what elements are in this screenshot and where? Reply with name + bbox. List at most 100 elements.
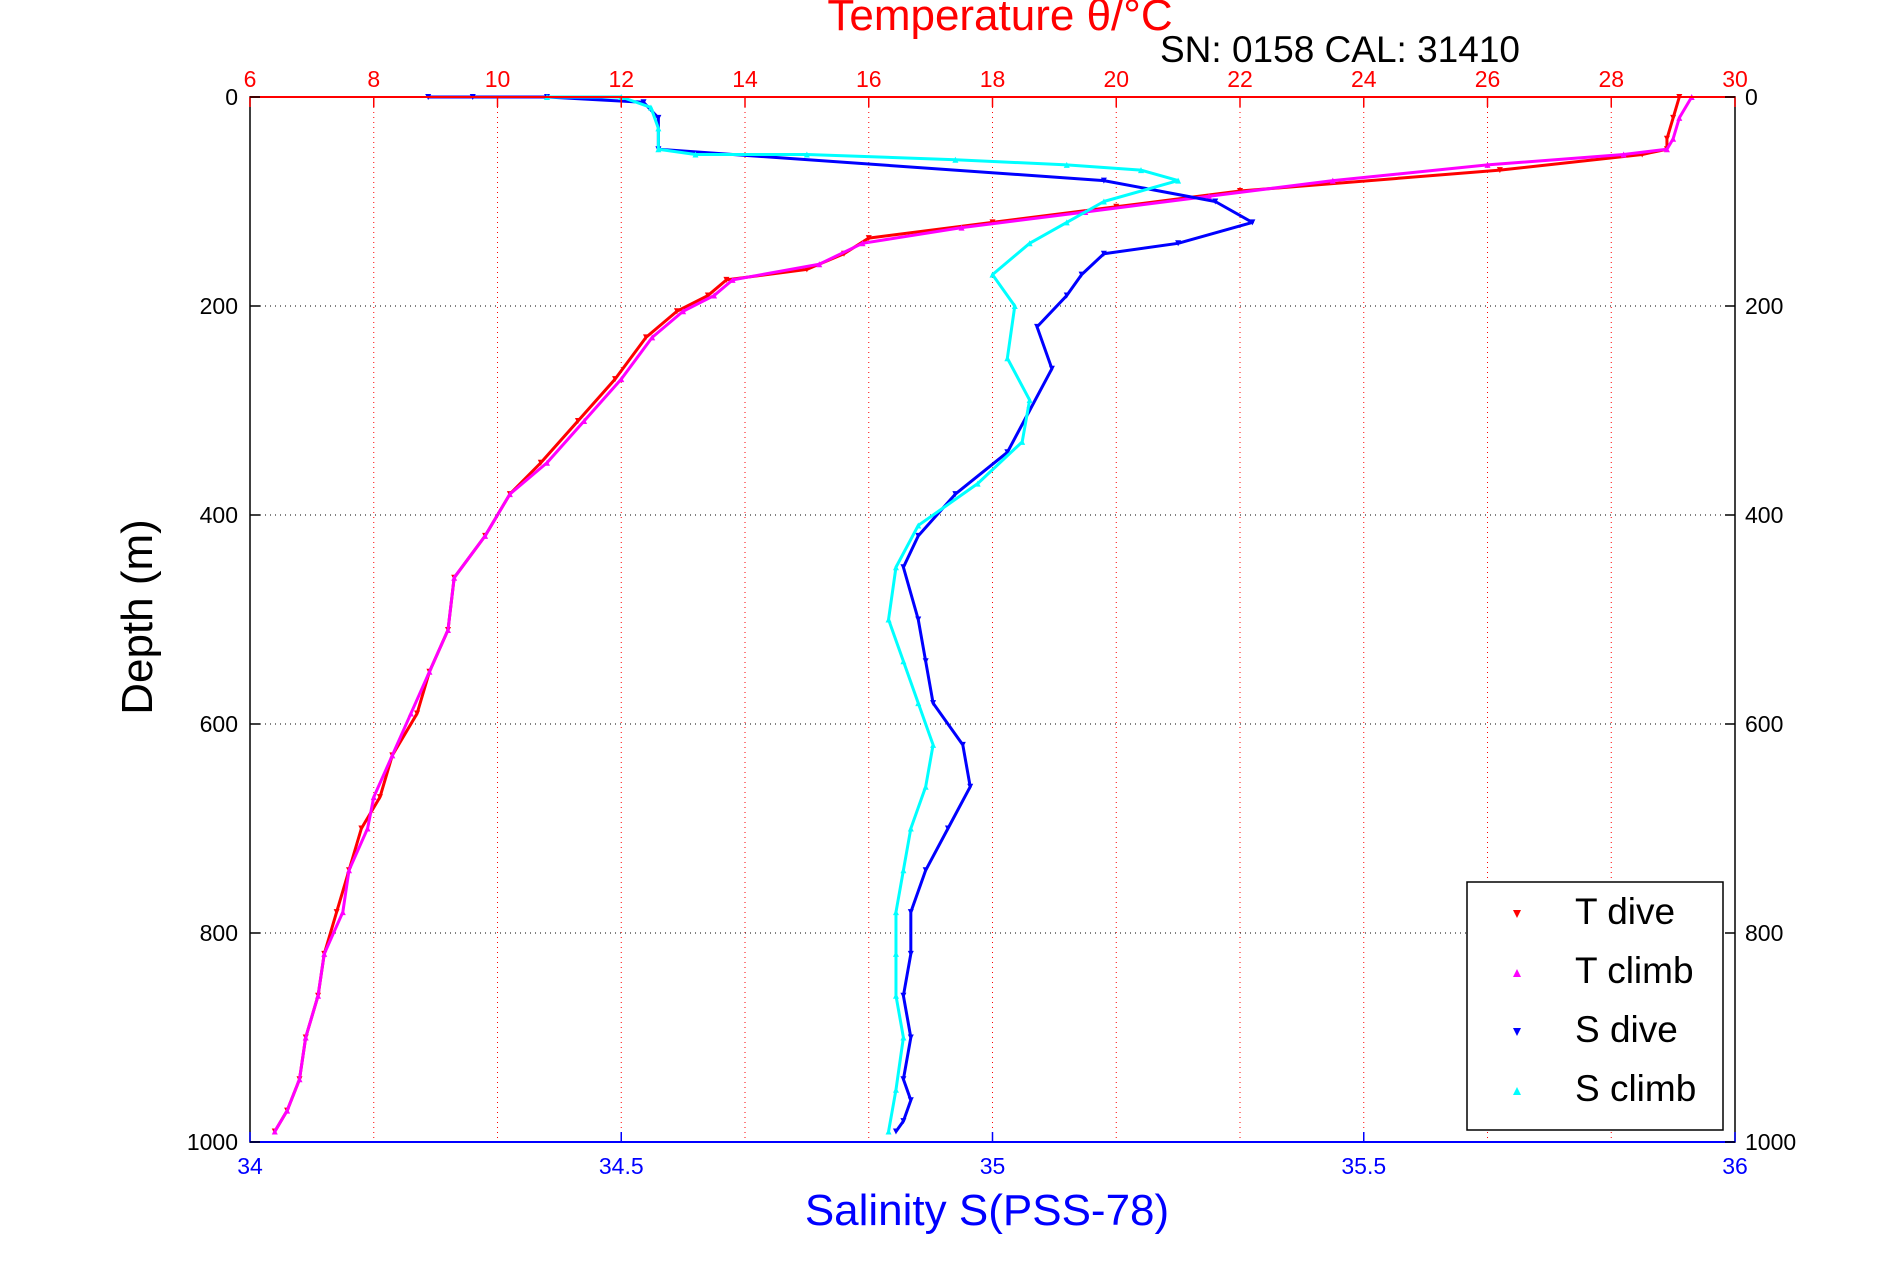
- data-point: [900, 992, 907, 999]
- data-point: [892, 992, 899, 999]
- tick-label-temperature: 18: [980, 66, 1006, 92]
- data-point: [451, 574, 458, 581]
- legend-label: S dive: [1575, 1009, 1678, 1050]
- data-point: [816, 261, 823, 268]
- data-point: [370, 794, 377, 801]
- data-point: [649, 334, 656, 341]
- tick-label-depth-right: 800: [1745, 920, 1783, 946]
- data-point: [1670, 114, 1677, 121]
- series-layer: [271, 94, 1695, 1135]
- data-point: [729, 276, 736, 283]
- data-point: [673, 308, 680, 315]
- data-point: [922, 867, 929, 874]
- data-point: [907, 825, 914, 832]
- tick-label-depth-right: 0: [1745, 84, 1758, 110]
- data-point: [618, 376, 625, 383]
- data-point: [967, 783, 974, 790]
- series-line: [273, 96, 1693, 1133]
- data-point: [803, 151, 810, 158]
- tick-label-temperature: 6: [244, 66, 257, 92]
- data-point: [364, 825, 371, 832]
- tick-label-depth-left: 800: [200, 920, 238, 946]
- data-point: [704, 292, 711, 299]
- data-point: [892, 564, 899, 571]
- data-point: [358, 825, 365, 832]
- data-point: [296, 1076, 303, 1083]
- tick-label-depth-right: 1000: [1745, 1129, 1796, 1155]
- data-point: [1484, 161, 1491, 168]
- data-point: [892, 1128, 899, 1135]
- tick-label-salinity: 34: [237, 1153, 263, 1179]
- data-point: [537, 459, 544, 466]
- tick-label-depth-right: 200: [1745, 293, 1783, 319]
- data-point: [958, 224, 965, 231]
- legend-marker: [1513, 969, 1521, 977]
- data-point: [333, 909, 340, 916]
- data-point: [1138, 167, 1144, 174]
- data-point: [1676, 114, 1683, 121]
- data-point: [952, 491, 959, 498]
- tick-label-temperature: 22: [1227, 66, 1253, 92]
- tick-label-temperature: 16: [856, 66, 882, 92]
- tick-label-depth-left: 1000: [187, 1129, 238, 1155]
- data-point: [1663, 135, 1670, 142]
- data-point: [900, 1118, 907, 1125]
- tick-label-temperature: 12: [608, 66, 634, 92]
- chart-title: Temperature θ/°C: [827, 0, 1172, 40]
- tick-label-depth-right: 400: [1745, 502, 1783, 528]
- data-point: [407, 710, 414, 717]
- data-point: [974, 480, 981, 487]
- data-point: [1100, 177, 1107, 184]
- legend-item: S climb: [1513, 1068, 1696, 1109]
- legend-item: S dive: [1513, 1009, 1678, 1050]
- data-point: [1004, 449, 1011, 456]
- tick-label-depth-right: 600: [1745, 711, 1783, 737]
- data-point: [1249, 219, 1256, 226]
- data-point: [302, 1034, 309, 1041]
- tick-label-temperature: 10: [485, 66, 511, 92]
- data-point: [544, 459, 550, 466]
- data-point: [284, 1107, 291, 1114]
- data-point: [1212, 198, 1219, 205]
- legend-label: T climb: [1575, 950, 1694, 991]
- data-point: [346, 867, 352, 874]
- legend: T dive T climb S dive S climb: [1466, 881, 1724, 1131]
- data-point: [1078, 271, 1085, 278]
- data-point: [1175, 240, 1182, 247]
- data-point: [506, 491, 513, 498]
- tick-label-salinity: 35.5: [1341, 1153, 1386, 1179]
- data-point: [1063, 292, 1070, 299]
- data-point: [859, 240, 866, 247]
- legend-box: [1466, 881, 1724, 1131]
- y-axis-title: Depth (m): [113, 519, 162, 715]
- data-point: [445, 626, 451, 633]
- tick-label-temperature: 24: [1351, 66, 1377, 92]
- tick-label-temperature: 14: [732, 66, 758, 92]
- data-point: [944, 825, 951, 832]
- data-point: [865, 235, 872, 242]
- data-point: [655, 146, 662, 153]
- data-point: [892, 1086, 899, 1093]
- data-point: [930, 700, 937, 707]
- tick-label-temperature: 30: [1722, 66, 1748, 92]
- data-point: [1620, 151, 1627, 158]
- data-point: [915, 616, 922, 623]
- tick-label-temperature: 26: [1475, 66, 1501, 92]
- data-point: [1063, 219, 1070, 226]
- legend-marker: [1513, 1028, 1521, 1036]
- tick-label-depth-left: 400: [200, 502, 238, 528]
- data-point: [915, 522, 922, 529]
- data-point: [900, 1076, 907, 1083]
- data-point: [915, 700, 922, 707]
- data-point: [1670, 135, 1677, 142]
- data-point: [892, 950, 899, 957]
- data-point: [930, 741, 937, 748]
- data-point: [1175, 177, 1182, 184]
- data-point: [581, 417, 588, 424]
- data-point: [655, 114, 662, 121]
- data-point: [885, 1128, 892, 1135]
- data-point: [389, 752, 396, 759]
- data-point: [900, 658, 907, 665]
- data-point: [1206, 193, 1213, 200]
- data-point: [680, 308, 687, 315]
